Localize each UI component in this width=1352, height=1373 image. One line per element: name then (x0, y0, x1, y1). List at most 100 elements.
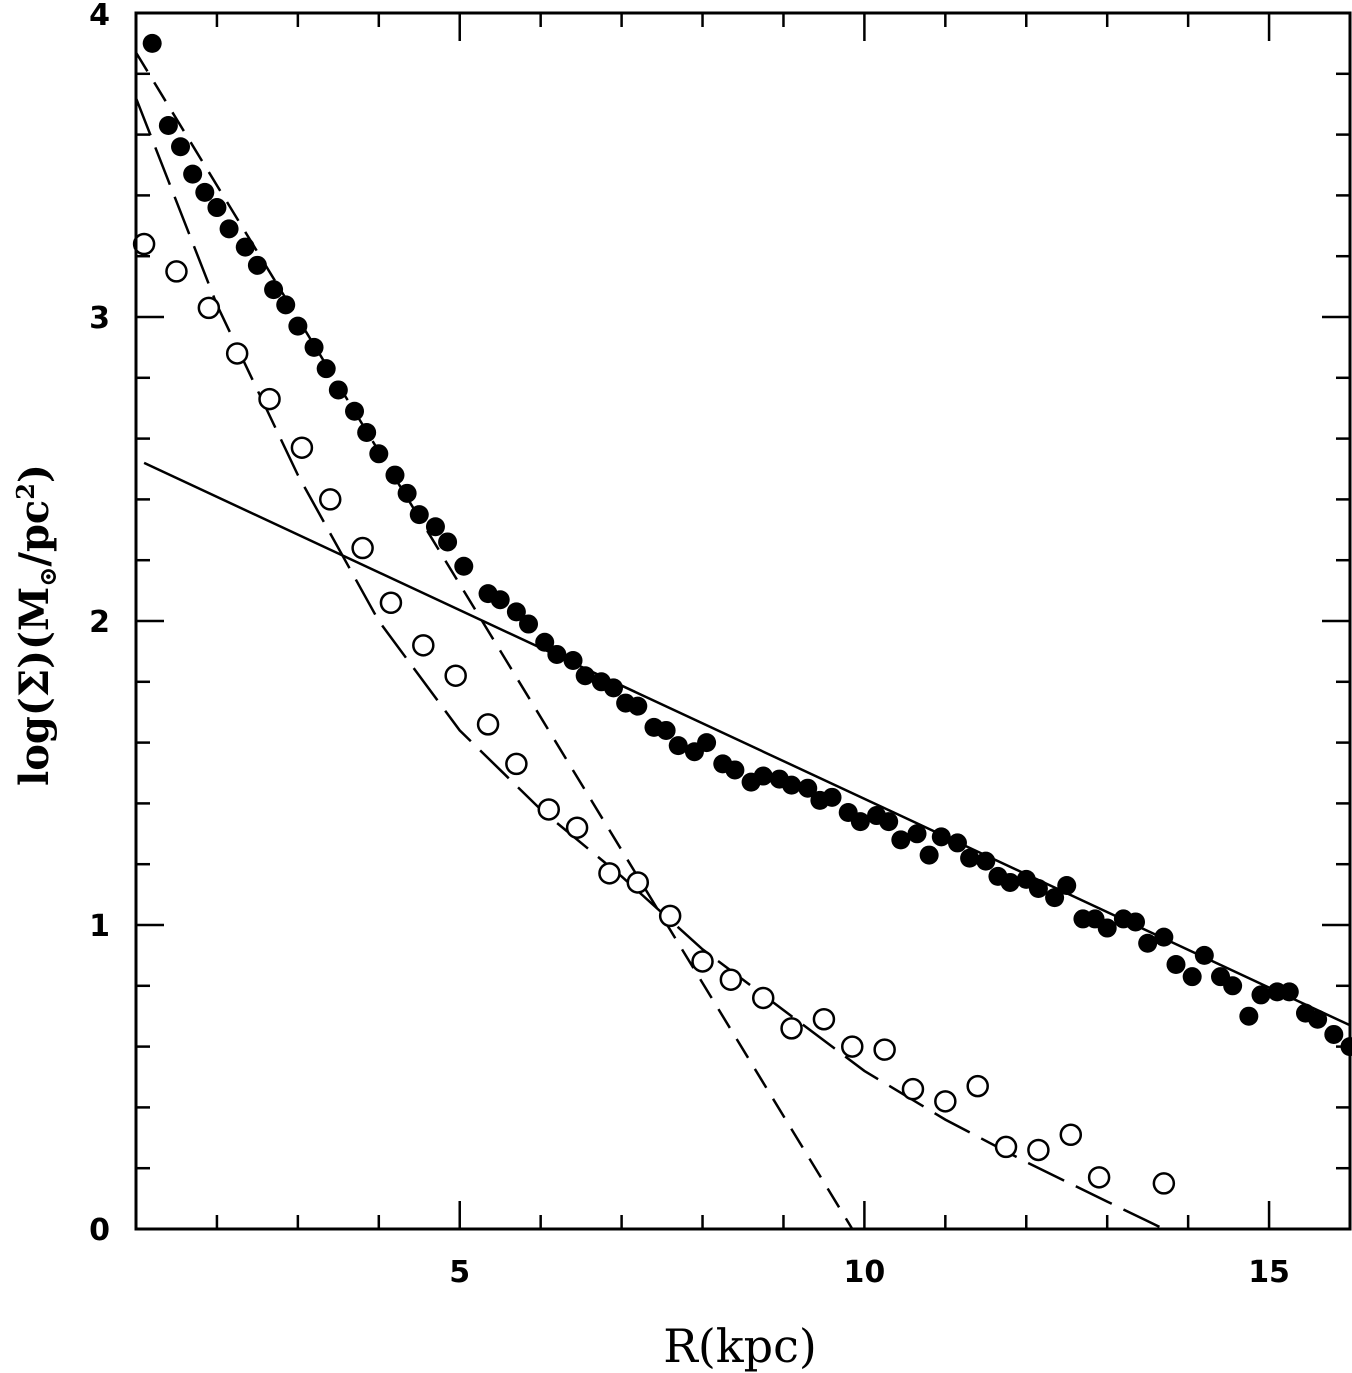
x-tick-label: 15 (1248, 1255, 1290, 1290)
open-point (132, 232, 156, 256)
open-point (258, 387, 281, 411)
filled-point (183, 164, 203, 184)
data-points (132, 33, 1352, 1195)
open-point (598, 862, 621, 885)
open-point (225, 342, 249, 365)
filled-point (304, 337, 324, 357)
filled-point (276, 295, 296, 315)
fit-lines (134, 51, 1351, 1231)
open-point (780, 1017, 803, 1040)
short-dash-line (134, 51, 854, 1230)
filled-point (207, 198, 227, 218)
open-point (537, 798, 561, 821)
filled-point (142, 33, 162, 53)
open-point (476, 713, 500, 736)
filled-point (850, 812, 870, 832)
open-point (505, 752, 528, 776)
filled-point (1126, 912, 1146, 932)
filled-point (385, 465, 405, 485)
filled-point (547, 644, 567, 664)
filled-point (409, 505, 429, 525)
filled-point (519, 614, 539, 634)
filled-point (1138, 933, 1158, 953)
open-point (318, 488, 342, 511)
filled-point (171, 137, 191, 157)
tick-labels: 5 10 15 0 1 2 3 4 (89, 0, 1290, 1290)
filled-point (1000, 872, 1020, 892)
plot-frame (134, 11, 1352, 1231)
filled-point (919, 845, 939, 865)
filled-point (1182, 967, 1202, 987)
filled-point (425, 517, 445, 537)
filled-point (345, 401, 365, 421)
filled-point (357, 423, 377, 443)
filled-point (316, 359, 336, 379)
x-tick-label: 10 (844, 1255, 886, 1290)
open-point (379, 591, 403, 615)
filled-point (947, 833, 967, 853)
filled-point (798, 778, 818, 798)
x-tick-label: 5 (449, 1255, 470, 1290)
filled-point (1194, 945, 1214, 965)
filled-point (907, 824, 927, 844)
y-tick-label: 3 (89, 301, 110, 336)
x-axis-title: R(kpc) (663, 1319, 817, 1373)
filled-point (438, 532, 458, 552)
filled-point (506, 602, 526, 622)
filled-point (264, 280, 284, 300)
open-point (351, 536, 374, 560)
open-point (934, 1090, 957, 1113)
y-axis-title: log(Σ)(M⊙/pc2) (11, 464, 62, 786)
filled-point (879, 812, 899, 832)
filled-point (1239, 1006, 1259, 1026)
filled-point (397, 483, 417, 503)
filled-point (1223, 976, 1243, 996)
open-point (966, 1074, 989, 1098)
y-tick-label: 1 (89, 909, 110, 944)
filled-point (1324, 1024, 1344, 1044)
open-point (1059, 1123, 1083, 1147)
filled-point (235, 237, 255, 257)
filled-point (1166, 955, 1186, 975)
open-point (626, 871, 650, 894)
filled-point (454, 556, 474, 576)
filled-point (931, 827, 951, 847)
open-point (751, 986, 775, 1010)
open-point (994, 1135, 1018, 1159)
filled-point (782, 775, 802, 795)
filled-point (563, 651, 583, 671)
open-point (565, 816, 589, 839)
open-point (165, 260, 188, 283)
open-point (841, 1035, 864, 1058)
filled-point (575, 666, 595, 686)
axis-ticks (134, 11, 1352, 1231)
filled-point (976, 851, 996, 871)
filled-point (604, 678, 624, 698)
filled-point (1057, 875, 1077, 895)
filled-point (891, 830, 911, 850)
filled-point (656, 720, 676, 740)
filled-point (369, 444, 389, 464)
filled-point (1308, 1009, 1328, 1029)
open-point (691, 950, 714, 973)
filled-point (822, 787, 842, 807)
filled-point (1097, 918, 1117, 938)
filled-point (628, 696, 648, 716)
filled-point (195, 182, 215, 202)
filled-point (1028, 879, 1048, 899)
filled-point (725, 760, 745, 780)
open-point (444, 664, 467, 687)
open-point (1152, 1172, 1176, 1195)
open-point (290, 436, 314, 459)
y-tick-label: 4 (89, 0, 110, 33)
filled-point (1154, 927, 1174, 947)
open-point (1087, 1166, 1111, 1189)
filled-point (960, 848, 980, 868)
filled-point (328, 380, 348, 400)
open-point (873, 1038, 896, 1061)
y-tick-label: 0 (89, 1213, 110, 1248)
filled-point (697, 733, 717, 753)
open-point (197, 296, 221, 320)
open-point (812, 1007, 836, 1031)
